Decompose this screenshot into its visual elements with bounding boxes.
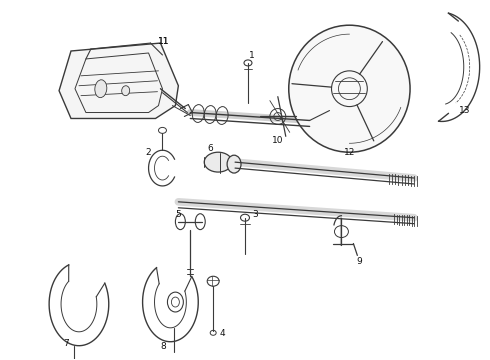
Ellipse shape — [227, 155, 241, 173]
Ellipse shape — [204, 152, 232, 172]
Ellipse shape — [289, 25, 410, 152]
Text: 1: 1 — [249, 51, 255, 60]
Text: 13: 13 — [459, 106, 470, 115]
Text: 6: 6 — [207, 144, 213, 153]
Text: 2: 2 — [146, 148, 151, 157]
Text: 7: 7 — [63, 339, 69, 348]
Polygon shape — [59, 43, 178, 118]
Ellipse shape — [95, 80, 107, 98]
Text: 11: 11 — [158, 37, 169, 46]
Text: 12: 12 — [343, 148, 355, 157]
Text: 9: 9 — [356, 257, 362, 266]
Text: 5: 5 — [175, 210, 181, 219]
Text: 10: 10 — [272, 136, 284, 145]
Text: 11: 11 — [158, 37, 169, 46]
Ellipse shape — [122, 86, 130, 96]
Text: 4: 4 — [220, 329, 225, 338]
Text: 8: 8 — [161, 342, 166, 351]
Text: 3: 3 — [252, 210, 258, 219]
